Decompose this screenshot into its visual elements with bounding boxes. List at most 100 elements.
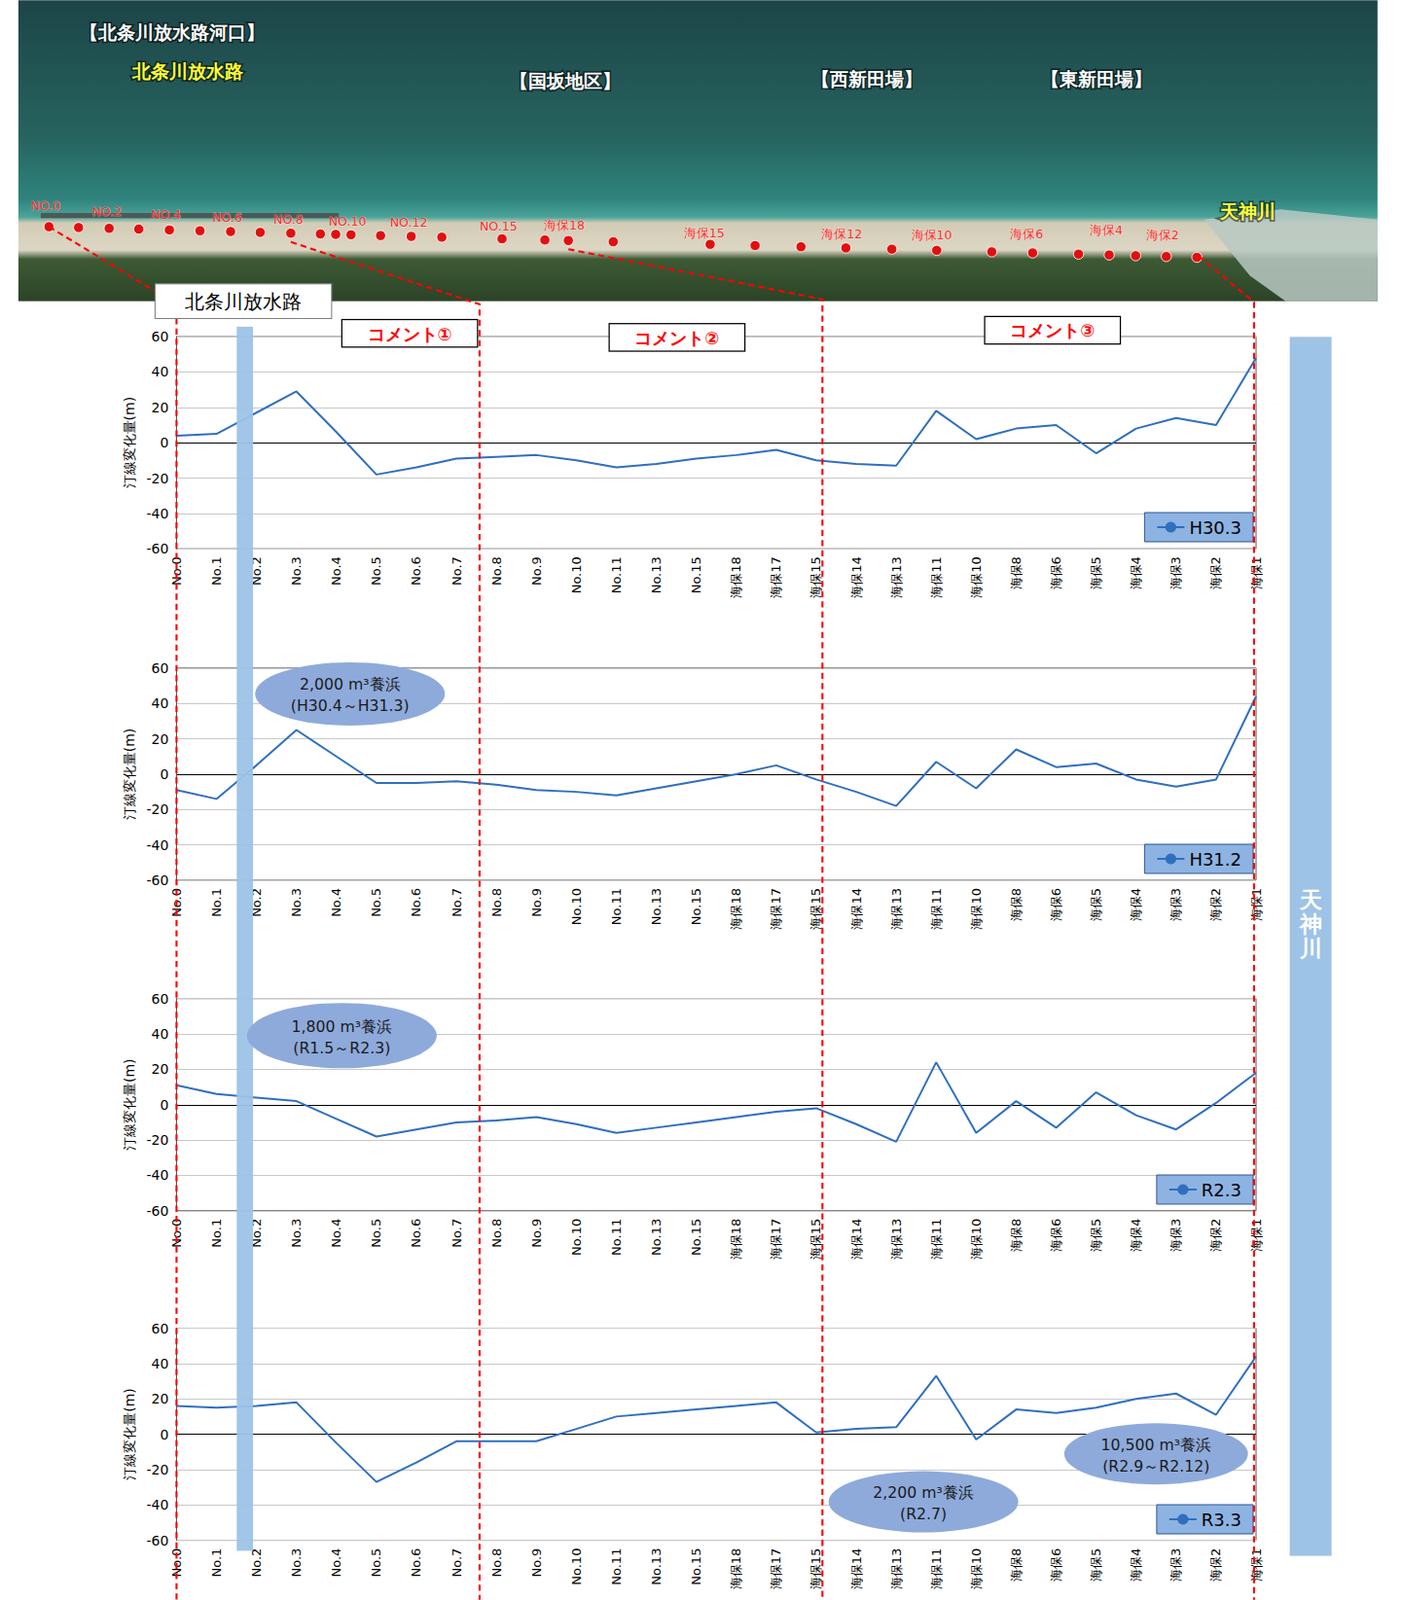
svg-text:海保2: 海保2 (1208, 556, 1223, 590)
svg-text:海保18: 海保18 (728, 1548, 744, 1591)
svg-text:No.1: No.1 (209, 556, 224, 586)
svg-text:汀線変化量(m): 汀線変化量(m) (121, 1388, 138, 1481)
svg-text:No.10: No.10 (569, 1548, 584, 1586)
svg-text:No.3: No.3 (288, 1548, 304, 1579)
svg-text:No.10: No.10 (569, 888, 584, 926)
svg-text:60: 60 (151, 1321, 170, 1337)
svg-text:40: 40 (151, 1356, 170, 1372)
svg-text:海保5: 海保5 (1088, 1219, 1104, 1253)
svg-text:No.2: No.2 (249, 1219, 264, 1249)
svg-text:R3.3: R3.3 (1201, 1509, 1242, 1531)
svg-text:-40: -40 (146, 837, 170, 854)
svg-text:海保18: 海保18 (728, 888, 744, 931)
svg-text:No.8: No.8 (489, 1548, 504, 1579)
svg-text:20: 20 (151, 399, 170, 416)
svg-text:No.15: No.15 (688, 1548, 704, 1586)
svg-text:海保11: 海保11 (929, 556, 944, 599)
svg-text:(R2.7): (R2.7) (899, 1505, 947, 1524)
svg-text:コメント②: コメント② (634, 327, 719, 349)
svg-text:海保5: 海保5 (1088, 556, 1104, 590)
svg-text:No.10: No.10 (569, 1219, 584, 1257)
svg-text:海保11: 海保11 (929, 1548, 944, 1591)
svg-text:海保15: 海保15 (808, 1219, 824, 1261)
svg-text:海保8: 海保8 (1008, 1219, 1024, 1253)
svg-text:(H30.4～H31.3): (H30.4～H31.3) (290, 696, 410, 716)
svg-text:No.0: No.0 (169, 888, 184, 918)
svg-text:No.7: No.7 (449, 1548, 465, 1579)
svg-text:海保14: 海保14 (849, 1548, 864, 1591)
svg-text:海保14: 海保14 (849, 888, 864, 931)
svg-text:NO.12: NO.12 (390, 215, 429, 230)
svg-text:海保15: 海保15 (808, 556, 824, 599)
svg-text:-60: -60 (146, 1533, 170, 1549)
svg-text:海保18: 海保18 (543, 217, 585, 233)
svg-text:No.13: No.13 (648, 1219, 664, 1257)
svg-text:No.7: No.7 (449, 1219, 465, 1249)
svg-text:海保6: 海保6 (1009, 226, 1043, 242)
svg-text:海保13: 海保13 (889, 888, 904, 931)
svg-text:海保2: 海保2 (1208, 1548, 1223, 1582)
svg-text:汀線変化量(m): 汀線変化量(m) (121, 1058, 138, 1151)
svg-text:海保10: 海保10 (969, 888, 984, 931)
svg-text:-40: -40 (146, 1497, 170, 1513)
svg-text:海保17: 海保17 (768, 1219, 784, 1261)
svg-text:NO.0: NO.0 (30, 198, 61, 214)
svg-text:-60: -60 (146, 540, 170, 557)
svg-text:No.13: No.13 (648, 888, 664, 926)
svg-text:No.0: No.0 (169, 556, 184, 586)
svg-text:No.4: No.4 (328, 1219, 344, 1249)
svg-text:40: 40 (151, 363, 170, 380)
svg-text:海保6: 海保6 (1048, 556, 1064, 590)
svg-text:(R2.9～R2.12): (R2.9～R2.12) (1102, 1457, 1210, 1476)
svg-text:No.8: No.8 (489, 1219, 504, 1249)
svg-text:海保6: 海保6 (1048, 1548, 1064, 1582)
svg-text:No.5: No.5 (368, 556, 384, 586)
svg-text:20: 20 (151, 731, 170, 748)
svg-text:海保13: 海保13 (889, 1548, 904, 1591)
svg-text:NO.8: NO.8 (273, 212, 304, 227)
svg-text:60: 60 (151, 991, 170, 1007)
svg-text:海保2: 海保2 (1146, 227, 1180, 243)
svg-text:No.15: No.15 (688, 888, 704, 926)
svg-text:R2.3: R2.3 (1201, 1180, 1242, 1201)
svg-text:海保6: 海保6 (1048, 888, 1064, 922)
svg-text:1,800 m³養浜: 1,800 m³養浜 (291, 1017, 394, 1037)
svg-text:海保10: 海保10 (969, 1548, 984, 1591)
svg-text:No.5: No.5 (368, 1548, 384, 1579)
svg-text:No.15: No.15 (688, 1219, 704, 1257)
svg-text:NO.4: NO.4 (150, 207, 181, 222)
svg-text:【東新田場】: 【東新田場】 (1041, 68, 1152, 90)
svg-text:-40: -40 (146, 1167, 170, 1184)
svg-text:海保8: 海保8 (1008, 1548, 1024, 1582)
svg-text:神: 神 (1298, 911, 1323, 937)
svg-text:天: 天 (1298, 887, 1323, 913)
svg-text:60: 60 (151, 328, 170, 345)
svg-text:【北条川放水路河口】: 【北条川放水路河口】 (79, 21, 265, 43)
svg-text:汀線変化量(m): 汀線変化量(m) (121, 728, 138, 822)
svg-text:海保10: 海保10 (969, 1219, 984, 1261)
svg-text:海保4: 海保4 (1128, 556, 1144, 590)
svg-text:【国坂地区】: 【国坂地区】 (509, 70, 621, 92)
svg-text:海保14: 海保14 (849, 1219, 864, 1261)
svg-text:北条川放水路: 北条川放水路 (131, 60, 244, 82)
svg-text:No.7: No.7 (449, 556, 465, 586)
svg-text:0: 0 (159, 766, 169, 783)
svg-text:海保3: 海保3 (1168, 888, 1184, 922)
svg-text:20: 20 (151, 1391, 170, 1407)
svg-text:No.4: No.4 (328, 556, 344, 586)
svg-text:No.6: No.6 (408, 556, 424, 586)
svg-text:-20: -20 (146, 1132, 170, 1149)
svg-text:No.8: No.8 (489, 888, 504, 918)
svg-text:海保3: 海保3 (1168, 1219, 1184, 1253)
svg-text:No.9: No.9 (529, 1548, 544, 1579)
svg-text:海保2: 海保2 (1208, 1219, 1223, 1253)
svg-text:No.1: No.1 (209, 888, 224, 918)
svg-text:-60: -60 (146, 1203, 170, 1220)
svg-text:海保4: 海保4 (1128, 1219, 1144, 1253)
svg-text:海保1: 海保1 (1249, 888, 1264, 922)
svg-text:海保11: 海保11 (929, 1219, 944, 1261)
svg-text:40: 40 (151, 1026, 170, 1043)
svg-text:No.4: No.4 (328, 888, 344, 918)
svg-text:海保17: 海保17 (768, 888, 784, 931)
svg-text:海保11: 海保11 (929, 888, 944, 931)
